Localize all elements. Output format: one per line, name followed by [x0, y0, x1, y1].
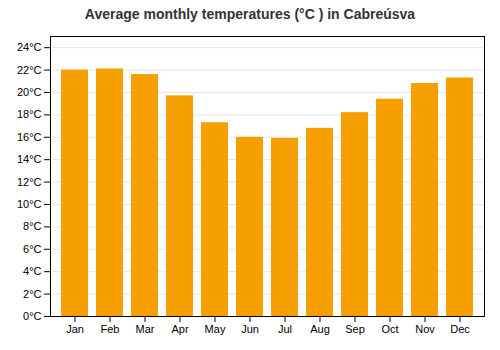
- svg-text:6°C: 6°C: [23, 243, 42, 255]
- svg-text:18°C: 18°C: [17, 108, 42, 120]
- svg-text:May: May: [205, 323, 226, 335]
- svg-text:0°C: 0°C: [23, 310, 42, 322]
- svg-text:10°C: 10°C: [17, 198, 42, 210]
- svg-text:Jun: Jun: [241, 323, 259, 335]
- svg-text:8°C: 8°C: [23, 220, 42, 232]
- svg-text:22°C: 22°C: [17, 64, 42, 76]
- svg-text:Feb: Feb: [101, 323, 120, 335]
- svg-text:Jan: Jan: [66, 323, 84, 335]
- html-text:Average monthly temperatures (: Average monthly temperatures (°C ) in Ca…: [84, 6, 416, 22]
- svg-text:20°C: 20°C: [17, 86, 42, 98]
- svg-text:Mar: Mar: [136, 323, 155, 335]
- svg-text:Apr: Apr: [171, 323, 188, 335]
- svg-text:Sep: Sep: [345, 323, 365, 335]
- svg-text:4°C: 4°C: [23, 265, 42, 277]
- svg-text:Oct: Oct: [381, 323, 398, 335]
- svg-text:Jul: Jul: [278, 323, 292, 335]
- svg-text:16°C: 16°C: [17, 131, 42, 143]
- svg-text:2°C: 2°C: [23, 288, 42, 300]
- svg-text:14°C: 14°C: [17, 153, 42, 165]
- svg-text:Aug: Aug: [310, 323, 330, 335]
- svg-text:Nov: Nov: [415, 323, 435, 335]
- svg-text:12°C: 12°C: [17, 176, 42, 188]
- svg-text:Dec: Dec: [450, 323, 470, 335]
- svg-text:24°C: 24°C: [17, 41, 42, 53]
